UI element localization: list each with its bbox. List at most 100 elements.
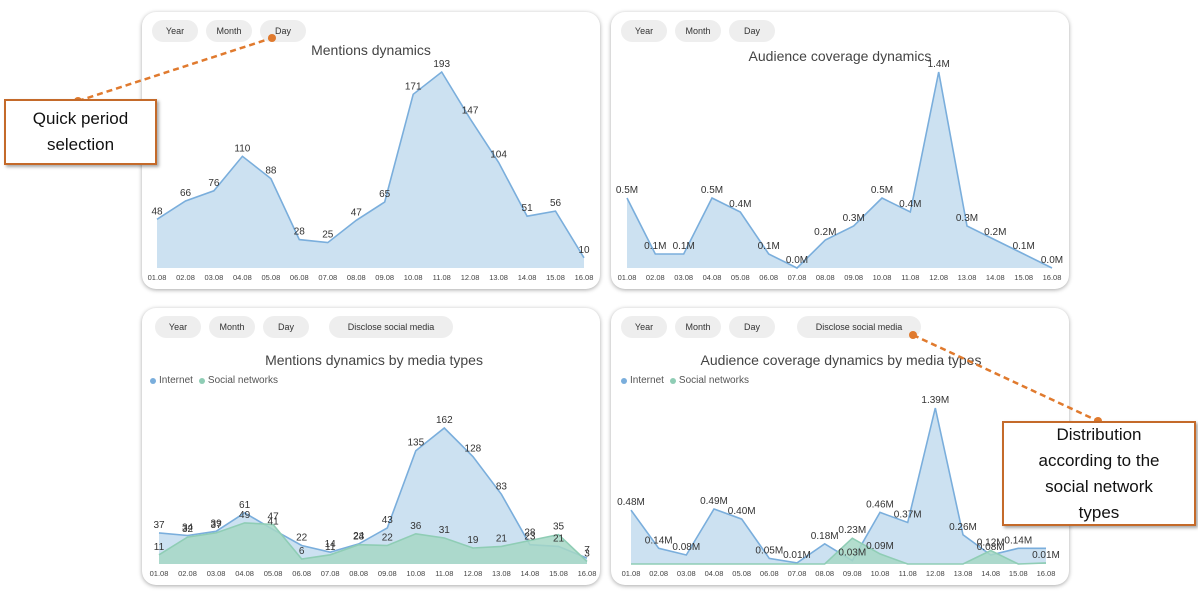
data-label: 47 <box>351 207 363 218</box>
x-tick-label: 08.08 <box>815 569 834 578</box>
data-label: 49 <box>239 510 251 521</box>
data-label: 0.01M <box>783 550 811 561</box>
disclose-social-media-button[interactable]: Disclose social media <box>329 316 453 338</box>
year-button[interactable]: Year <box>155 316 201 338</box>
data-label: 43 <box>382 515 394 526</box>
audience-by-media-card: Year Month Day Disclose social media Aud… <box>611 308 1069 585</box>
x-tick-label: 13.08 <box>954 569 973 578</box>
data-label: 0.5M <box>871 185 893 196</box>
x-tick-label: 01.08 <box>622 569 641 578</box>
day-button[interactable]: Day <box>263 316 309 338</box>
data-label: 11 <box>154 542 165 553</box>
x-tick-label: 04.08 <box>705 569 724 578</box>
mentions-by-media-card: Year Month Day Disclose social media Men… <box>142 308 600 585</box>
x-tick-label: 02.08 <box>176 273 195 282</box>
x-tick-label: 02.08 <box>178 569 197 578</box>
callout-line: Quick period <box>32 109 129 128</box>
data-label: 66 <box>180 188 192 199</box>
series-area <box>631 408 1046 564</box>
data-label: 0.08M <box>672 542 700 553</box>
data-label: 147 <box>462 106 479 117</box>
legend-social-label: Social networks <box>207 375 278 386</box>
callout-line: types <box>1078 502 1120 522</box>
data-label: 0.1M <box>673 241 695 252</box>
data-label: 0.23M <box>838 525 866 536</box>
year-button[interactable]: Year <box>152 20 198 42</box>
x-tick-label: 13.08 <box>489 273 508 282</box>
data-label: 39 <box>211 518 223 529</box>
x-tick-label: 10.08 <box>873 273 892 282</box>
callout-line: social network <box>1045 476 1153 496</box>
x-tick-label: 08.08 <box>349 569 368 578</box>
x-tick-label: 14.08 <box>986 273 1005 282</box>
x-tick-label: 04.08 <box>235 569 254 578</box>
disclose-social-media-button[interactable]: Disclose social media <box>797 316 921 338</box>
data-label: 28 <box>524 528 536 539</box>
x-tick-label: 12.08 <box>929 273 948 282</box>
quick-period-callout: Quick period selection <box>4 99 157 165</box>
chart-title: Audience coverage dynamics by media type… <box>700 352 982 368</box>
data-label: 0.14M <box>1004 535 1032 546</box>
legend-social-label: Social networks <box>678 375 749 386</box>
x-tick-label: 05.08 <box>731 273 750 282</box>
x-tick-label: 04.08 <box>703 273 722 282</box>
data-label: 0.2M <box>984 227 1006 238</box>
x-tick-label: 15.08 <box>546 273 565 282</box>
month-button[interactable]: Month <box>675 316 721 338</box>
data-label: 32 <box>182 524 194 535</box>
x-tick-label: 15.08 <box>1009 569 1028 578</box>
day-button[interactable]: Day <box>729 316 775 338</box>
x-tick-label: 05.08 <box>262 273 281 282</box>
x-tick-label: 15.08 <box>549 569 568 578</box>
x-tick-label: 06.08 <box>290 273 309 282</box>
data-label: 21 <box>496 533 508 544</box>
day-button[interactable]: Day <box>729 20 775 42</box>
data-label: 83 <box>496 481 508 492</box>
legend-internet: Internet <box>150 375 193 386</box>
data-label: 0.4M <box>729 199 751 210</box>
data-label: 0.18M <box>811 531 839 542</box>
callout-line: according to the <box>1038 450 1160 470</box>
chart-title: Mentions dynamics <box>311 42 431 58</box>
data-label: 25 <box>322 230 334 241</box>
series-line <box>631 537 1047 565</box>
year-button[interactable]: Year <box>621 316 667 338</box>
x-tick-label: 03.08 <box>674 273 693 282</box>
x-tick-label: 11.08 <box>435 569 453 578</box>
data-label: 0.08M <box>977 542 1005 553</box>
data-label: 23 <box>353 532 365 543</box>
data-label: 88 <box>265 166 277 177</box>
series-line <box>158 522 588 563</box>
x-tick-label: 16.08 <box>578 569 597 578</box>
data-label: 56 <box>550 198 562 209</box>
month-button[interactable]: Month <box>675 20 721 42</box>
data-label: 0.5M <box>701 185 723 196</box>
x-tick-label: 05.08 <box>264 569 283 578</box>
x-tick-label: 13.08 <box>492 569 511 578</box>
data-label: 37 <box>211 520 223 531</box>
data-label: 0.26M <box>949 522 977 533</box>
data-label: 1.4M <box>928 59 950 70</box>
x-tick-label: 14.08 <box>521 569 540 578</box>
series-line <box>158 426 588 559</box>
data-label: 21 <box>553 533 565 544</box>
x-tick-label: 12.08 <box>461 273 480 282</box>
x-tick-label: 09.08 <box>843 569 862 578</box>
callout-line: selection <box>46 135 115 154</box>
x-tick-label: 01.08 <box>618 273 637 282</box>
legend-internet-label: Internet <box>630 375 664 386</box>
x-tick-label: 14.08 <box>518 273 537 282</box>
x-tick-label: 09.08 <box>844 273 863 282</box>
month-button[interactable]: Month <box>206 20 252 42</box>
data-label: 47 <box>268 512 280 523</box>
x-tick-label: 16.08 <box>1037 569 1056 578</box>
year-button[interactable]: Year <box>621 20 667 42</box>
data-label: 76 <box>208 178 220 189</box>
data-label: 104 <box>490 149 507 160</box>
data-label: 7 <box>584 545 590 556</box>
series-area <box>157 72 584 268</box>
x-tick-label: 10.08 <box>406 569 425 578</box>
data-label: 28 <box>294 227 306 238</box>
data-label: 24 <box>353 531 365 542</box>
month-button[interactable]: Month <box>209 316 255 338</box>
